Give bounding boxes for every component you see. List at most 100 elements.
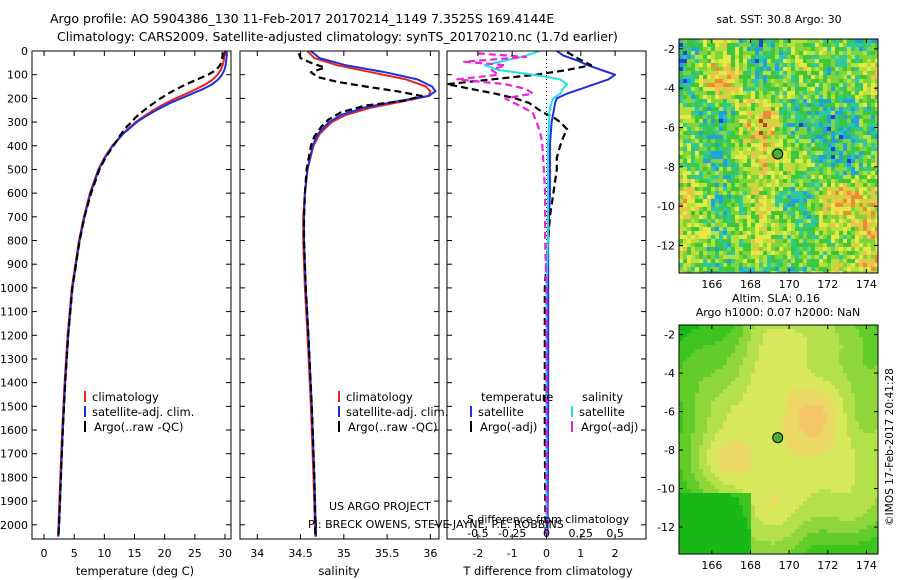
map-cell	[747, 95, 752, 100]
map-cell	[763, 91, 768, 96]
map-cell	[771, 377, 776, 382]
map-cell	[811, 119, 816, 124]
map-cell	[831, 485, 836, 490]
map-cell	[715, 91, 720, 96]
map-cell	[791, 219, 796, 224]
map-cell	[683, 175, 688, 180]
map-cell	[743, 183, 748, 188]
map-cell	[695, 203, 700, 208]
map-cell	[719, 63, 724, 68]
map-cell	[779, 389, 784, 394]
map-cell	[747, 143, 752, 148]
map-cell	[779, 337, 784, 342]
map-cell	[839, 325, 844, 330]
map-cell	[707, 381, 712, 386]
map-cell	[767, 47, 772, 52]
map-cell	[751, 365, 756, 370]
map-cell	[839, 171, 844, 176]
map-cell	[799, 131, 804, 136]
map-cell	[747, 219, 752, 224]
map-cell	[811, 461, 816, 466]
map-cell	[763, 59, 768, 64]
map-cell	[715, 123, 720, 128]
map-cell	[731, 51, 736, 56]
map-cell	[731, 389, 736, 394]
map-cell	[847, 337, 852, 342]
map-cell	[679, 119, 684, 124]
map-cell	[679, 267, 684, 272]
map-cell	[819, 337, 824, 342]
map-cell	[827, 469, 832, 474]
map-cell	[803, 267, 808, 272]
map-cell	[747, 405, 752, 410]
map-cell	[731, 67, 736, 72]
map-cell	[703, 239, 708, 244]
map-cell	[759, 179, 764, 184]
map-cell	[735, 191, 740, 196]
map-cell	[771, 55, 776, 60]
map-cell	[735, 147, 740, 152]
map-cell	[699, 59, 704, 64]
map-cell	[707, 119, 712, 124]
map-cell	[751, 445, 756, 450]
map-cell	[871, 223, 876, 228]
map-cell	[683, 401, 688, 406]
map-cell	[711, 429, 716, 434]
map-cell	[847, 115, 852, 120]
map-cell	[847, 79, 852, 84]
map-cell	[787, 461, 792, 466]
map-cell	[823, 79, 828, 84]
map-cell	[763, 227, 768, 232]
map-cell	[703, 405, 708, 410]
map-cell	[803, 341, 808, 346]
map-cell	[839, 47, 844, 52]
map-cell	[851, 485, 856, 490]
map-cell	[735, 155, 740, 160]
map-cell	[691, 51, 696, 56]
map-cell	[855, 433, 860, 438]
map-cell	[775, 159, 780, 164]
map-cell	[699, 47, 704, 52]
map-cell	[847, 409, 852, 414]
map-cell	[783, 175, 788, 180]
map-cell	[707, 429, 712, 434]
map-cell	[711, 361, 716, 366]
map-cell	[811, 55, 816, 60]
map-cell	[803, 389, 808, 394]
map-cell	[679, 353, 684, 358]
map-cell	[851, 139, 856, 144]
map-cell	[687, 175, 692, 180]
map-cell	[791, 389, 796, 394]
map-cell	[807, 207, 812, 212]
map-cell	[803, 211, 808, 216]
map-cell	[707, 243, 712, 248]
map-cell	[771, 47, 776, 52]
map-cell	[859, 477, 864, 482]
map-cell	[735, 267, 740, 272]
map-cell	[691, 99, 696, 104]
map-cell	[727, 271, 732, 273]
map-cell	[839, 51, 844, 56]
map-cell	[707, 247, 712, 252]
map-cell	[683, 215, 688, 220]
map-cell	[819, 107, 824, 112]
map-cell	[763, 119, 768, 124]
map-cell	[679, 231, 684, 236]
map-cell	[771, 425, 776, 430]
map-cell	[819, 75, 824, 80]
map-cell	[731, 183, 736, 188]
map-cell	[795, 55, 800, 60]
map-cell	[735, 465, 740, 470]
map-cell	[751, 155, 756, 160]
map-cell	[799, 223, 804, 228]
map-cell	[835, 421, 840, 426]
map-cell	[771, 381, 776, 386]
map-cell	[739, 393, 744, 398]
map-cell	[731, 59, 736, 64]
map-cell	[795, 485, 800, 490]
map-cell	[815, 187, 820, 192]
map-cell	[855, 333, 860, 338]
map-cell	[787, 203, 792, 208]
map-cell	[871, 469, 876, 474]
map-cell	[751, 227, 756, 232]
